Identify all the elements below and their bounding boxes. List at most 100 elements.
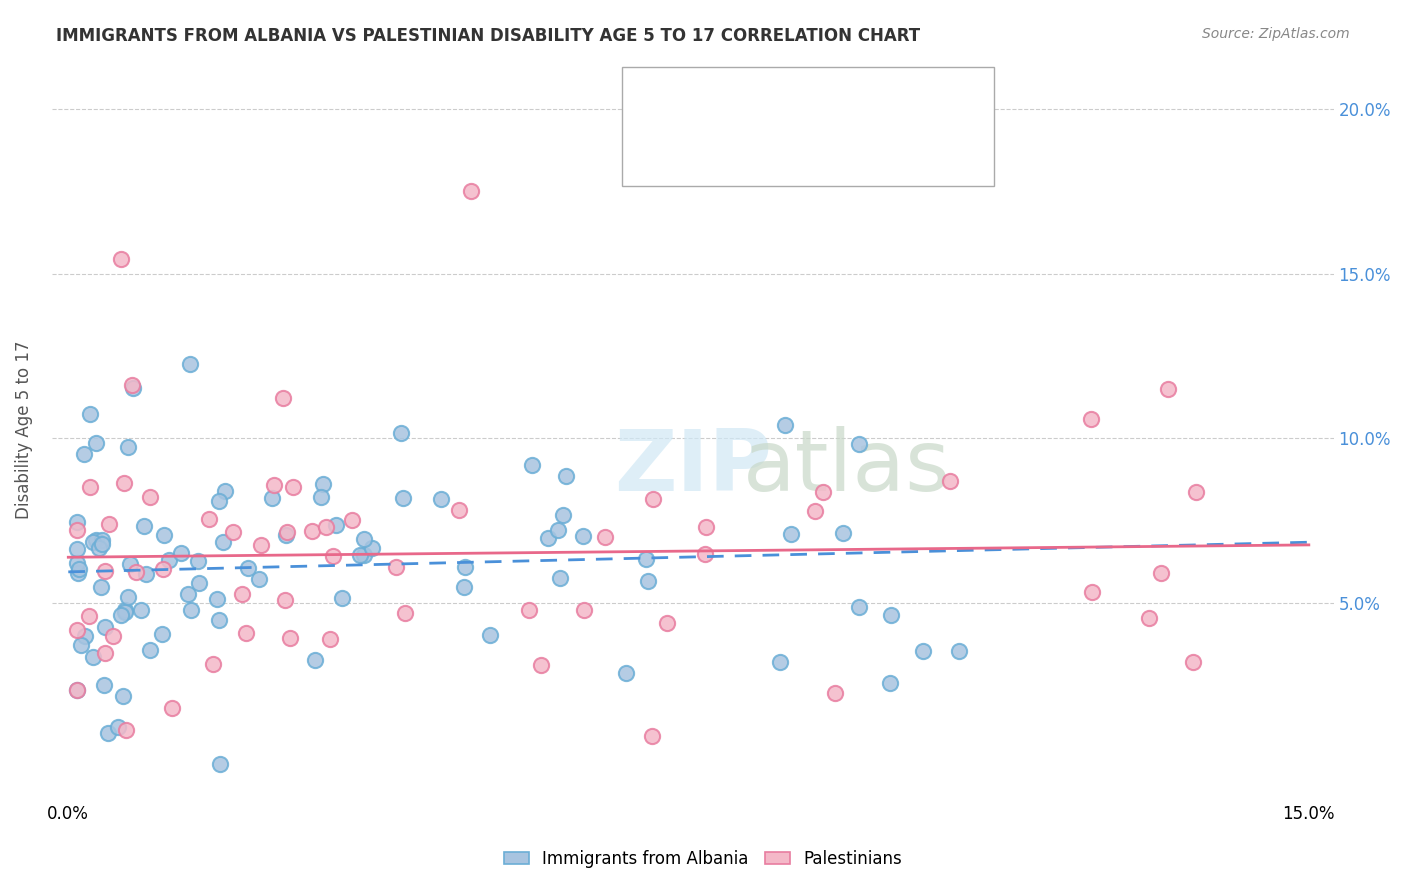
Palestinians: [804, 504, 827, 518]
Immigrants from Albania: [110, 608, 132, 623]
Immigrants from Albania: [389, 426, 412, 441]
Palestinians: [394, 606, 416, 620]
Palestinians: [138, 490, 160, 504]
Palestinians: [517, 603, 540, 617]
Immigrants from Albania: [212, 535, 235, 549]
Immigrants from Albania: [117, 590, 139, 604]
Immigrants from Albania: [208, 494, 231, 508]
Immigrants from Albania: [430, 492, 453, 507]
Palestinians: [235, 626, 257, 640]
Immigrants from Albania: [65, 683, 87, 698]
Legend: R =  0.060   N = 88, R =  0.041   N = 58: R = 0.060 N = 88, R = 0.041 N = 58: [695, 75, 922, 145]
Palestinians: [460, 185, 482, 199]
Text: IMMIGRANTS FROM ALBANIA VS PALESTINIAN DISABILITY AGE 5 TO 17 CORRELATION CHART: IMMIGRANTS FROM ALBANIA VS PALESTINIAN D…: [56, 27, 921, 45]
Immigrants from Albania: [91, 537, 114, 551]
Palestinians: [65, 524, 87, 538]
Immigrants from Albania: [135, 567, 157, 582]
Immigrants from Albania: [170, 546, 193, 560]
Palestinians: [125, 565, 148, 579]
Palestinians: [1081, 585, 1104, 599]
Immigrants from Albania: [65, 556, 87, 570]
Immigrants from Albania: [94, 620, 117, 634]
Palestinians: [1182, 655, 1205, 669]
Immigrants from Albania: [67, 562, 90, 576]
Palestinians: [77, 609, 100, 624]
Immigrants from Albania: [780, 526, 803, 541]
Immigrants from Albania: [120, 557, 142, 571]
Immigrants from Albania: [79, 407, 101, 421]
Immigrants from Albania: [247, 572, 270, 586]
Immigrants from Albania: [880, 607, 903, 622]
Immigrants from Albania: [912, 644, 935, 658]
Palestinians: [530, 658, 553, 673]
Immigrants from Albania: [82, 649, 104, 664]
Immigrants from Albania: [879, 675, 901, 690]
Palestinians: [384, 560, 406, 574]
Immigrants from Albania: [214, 483, 236, 498]
Immigrants from Albania: [114, 605, 136, 619]
Palestinians: [201, 657, 224, 671]
Immigrants from Albania: [769, 655, 792, 669]
Immigrants from Albania: [93, 678, 115, 692]
Palestinians: [93, 647, 115, 661]
Immigrants from Albania: [111, 690, 134, 704]
Immigrants from Albania: [67, 566, 90, 580]
Immigrants from Albania: [555, 468, 578, 483]
Palestinians: [938, 474, 960, 488]
Palestinians: [301, 524, 323, 539]
Palestinians: [1080, 412, 1102, 426]
Immigrants from Albania: [129, 603, 152, 617]
Immigrants from Albania: [153, 527, 176, 541]
Immigrants from Albania: [325, 517, 347, 532]
Palestinians: [115, 723, 138, 737]
Immigrants from Albania: [360, 541, 382, 555]
Immigrants from Albania: [114, 603, 136, 617]
Immigrants from Albania: [304, 653, 326, 667]
Palestinians: [197, 512, 219, 526]
Immigrants from Albania: [831, 525, 853, 540]
Immigrants from Albania: [107, 720, 129, 734]
Immigrants from Albania: [82, 535, 104, 549]
Palestinians: [340, 513, 363, 527]
Palestinians: [152, 562, 174, 576]
Palestinians: [824, 685, 846, 699]
Palestinians: [695, 520, 717, 534]
Palestinians: [276, 524, 298, 539]
Palestinians: [160, 701, 183, 715]
Text: atlas: atlas: [742, 425, 950, 508]
Immigrants from Albania: [522, 458, 544, 472]
Immigrants from Albania: [75, 629, 97, 643]
Immigrants from Albania: [65, 515, 87, 529]
Palestinians: [643, 492, 665, 507]
Immigrants from Albania: [773, 418, 796, 433]
Immigrants from Albania: [157, 552, 180, 566]
Immigrants from Albania: [150, 627, 173, 641]
Immigrants from Albania: [391, 491, 413, 505]
FancyBboxPatch shape: [623, 67, 994, 186]
Palestinians: [97, 516, 120, 531]
Immigrants from Albania: [72, 447, 94, 461]
Palestinians: [271, 391, 294, 405]
Immigrants from Albania: [353, 532, 375, 546]
Immigrants from Albania: [637, 574, 659, 588]
Text: Source: ZipAtlas.com: Source: ZipAtlas.com: [1202, 27, 1350, 41]
Immigrants from Albania: [188, 575, 211, 590]
Palestinians: [322, 549, 344, 563]
Immigrants from Albania: [453, 580, 475, 594]
Immigrants from Albania: [537, 531, 560, 545]
Immigrants from Albania: [353, 549, 375, 563]
Palestinians: [112, 475, 135, 490]
Immigrants from Albania: [614, 666, 637, 681]
Immigrants from Albania: [208, 613, 231, 627]
Palestinians: [274, 593, 297, 607]
Immigrants from Albania: [634, 552, 657, 566]
Immigrants from Albania: [90, 533, 112, 547]
Palestinians: [283, 480, 305, 494]
Palestinians: [593, 530, 616, 544]
Immigrants from Albania: [138, 642, 160, 657]
Palestinians: [1150, 566, 1173, 580]
Immigrants from Albania: [187, 554, 209, 568]
Immigrants from Albania: [90, 580, 112, 594]
Immigrants from Albania: [454, 559, 477, 574]
Immigrants from Albania: [70, 639, 93, 653]
